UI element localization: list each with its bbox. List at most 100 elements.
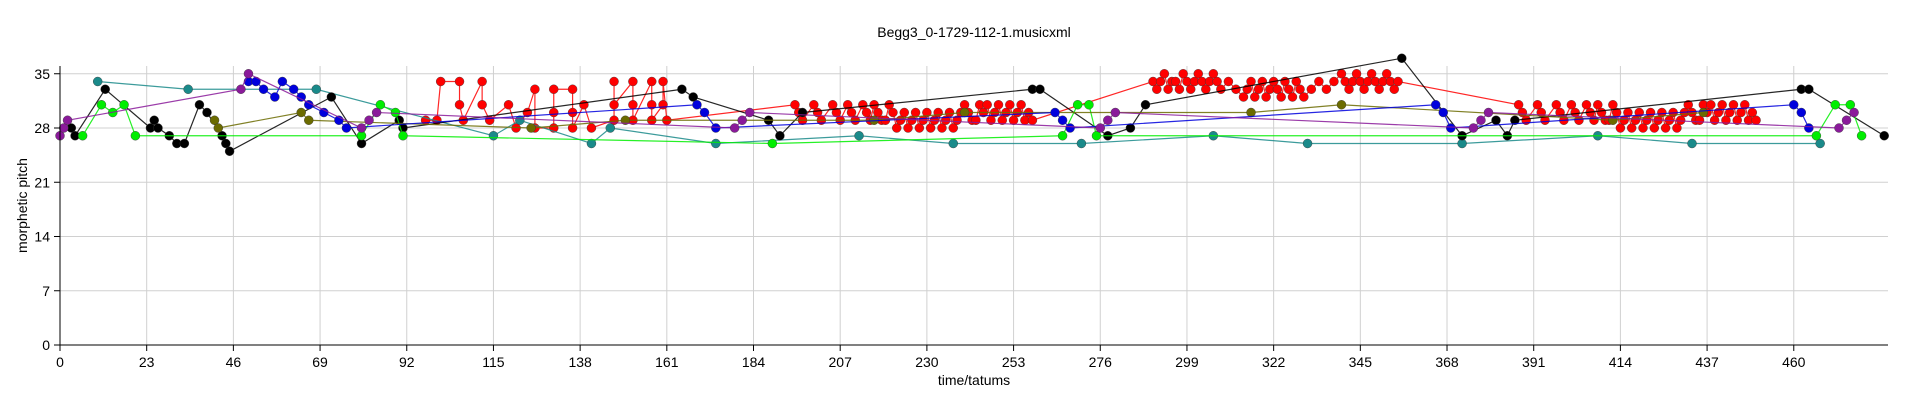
data-point [925,123,936,133]
data-point [1005,100,1015,110]
data-point [1815,138,1825,149]
data-point [1284,84,1294,94]
data-point [1740,100,1750,110]
data-point [658,100,668,110]
data-point [100,84,110,94]
data-point [1811,131,1822,141]
x-axis-title: time/tatums [938,372,1010,388]
data-point [1566,100,1577,110]
data-point [236,84,246,94]
data-point [454,100,465,110]
data-point [1155,76,1166,87]
data-point [270,92,280,102]
data-point [1687,138,1697,149]
data-point [119,100,129,110]
data-point [515,115,525,125]
data-point [854,131,864,141]
data-point [1751,115,1761,125]
data-point [948,138,958,149]
x-tick-label: 276 [1089,354,1113,370]
data-point [1789,100,1799,110]
x-tick-label: 253 [1002,354,1026,370]
data-point [567,84,578,94]
data-point [530,84,540,94]
data-point [971,115,981,125]
data-point [1186,84,1196,94]
data-point [194,100,205,110]
data-point [628,100,638,110]
data-point [202,107,212,118]
data-point [1431,100,1441,110]
data-point [937,123,947,133]
y-tick-label: 21 [34,174,50,190]
data-point [910,107,921,118]
data-point [699,107,710,118]
data-point [1321,84,1332,94]
data-point [1683,100,1693,110]
data-point [1057,115,1068,125]
data-point [1035,84,1045,94]
data-point [831,107,842,118]
data-point [944,107,955,118]
data-point [1581,100,1592,110]
data-point [179,138,190,149]
data-point [1856,131,1867,141]
data-point [390,107,401,118]
data-point [1532,100,1543,110]
data-point [797,107,808,118]
data-point [993,100,1004,110]
data-point [1359,84,1369,94]
data-point [1879,131,1889,141]
x-tick-label: 322 [1262,354,1286,370]
data-point [92,76,103,87]
data-point [1261,92,1271,102]
data-point [775,131,785,141]
data-point [609,76,619,87]
y-tick-label: 7 [42,283,50,299]
data-point [1438,107,1448,118]
data-point [1152,84,1162,94]
data-point [873,107,883,118]
data-point [1344,84,1354,94]
data-point [997,115,1007,125]
data-point [1660,123,1671,133]
data-point [277,76,288,87]
data-point [77,131,88,141]
data-point [1314,76,1324,87]
data-point [809,100,819,110]
x-tick-label: 161 [655,354,679,370]
data-point [861,107,872,118]
data-point [959,107,970,118]
x-tick-label: 230 [915,354,939,370]
data-point [1366,69,1377,79]
data-point [620,115,631,125]
data-point [1065,123,1075,133]
x-tick-label: 92 [399,354,415,370]
data-point [1483,107,1494,118]
x-tick-label: 46 [226,354,242,370]
data-point [903,123,913,133]
data-point [1095,123,1105,133]
x-tick-label: 207 [829,354,853,370]
data-point [1796,107,1807,118]
data-point [567,123,578,133]
data-point [888,107,898,118]
axes [59,66,1888,346]
data-point [1615,123,1626,133]
data-point [356,123,367,133]
data-point [1845,100,1856,110]
data-point [341,123,352,133]
data-point [1732,115,1742,125]
data-point [658,76,668,87]
data-point [326,92,337,102]
data-point [843,100,853,110]
data-point [1159,69,1170,79]
data-point [1174,84,1185,94]
data-point [692,100,702,110]
data-point [1446,123,1456,133]
data-point [1804,123,1814,133]
y-tick-label: 14 [34,229,50,245]
data-point [1272,84,1283,94]
